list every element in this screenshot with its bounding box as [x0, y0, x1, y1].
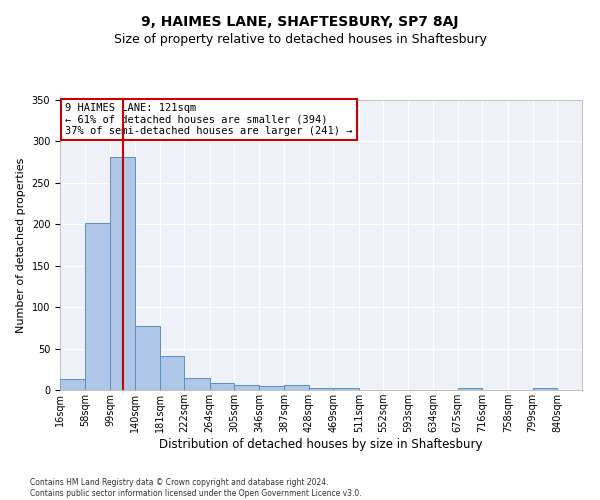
- X-axis label: Distribution of detached houses by size in Shaftesbury: Distribution of detached houses by size …: [159, 438, 483, 451]
- Text: 9 HAIMES LANE: 121sqm
← 61% of detached houses are smaller (394)
37% of semi-det: 9 HAIMES LANE: 121sqm ← 61% of detached …: [65, 103, 353, 136]
- Bar: [160, 356, 184, 390]
- Bar: [110, 157, 135, 390]
- Bar: [60, 379, 85, 390]
- Bar: [458, 388, 482, 390]
- Y-axis label: Number of detached properties: Number of detached properties: [16, 158, 26, 332]
- Bar: [235, 385, 259, 390]
- Bar: [334, 388, 359, 390]
- Bar: [533, 388, 557, 390]
- Bar: [259, 386, 284, 390]
- Bar: [135, 326, 160, 390]
- Bar: [209, 384, 235, 390]
- Text: Contains HM Land Registry data © Crown copyright and database right 2024.
Contai: Contains HM Land Registry data © Crown c…: [30, 478, 362, 498]
- Text: 9, HAIMES LANE, SHAFTESBURY, SP7 8AJ: 9, HAIMES LANE, SHAFTESBURY, SP7 8AJ: [141, 15, 459, 29]
- Bar: [308, 388, 334, 390]
- Text: Size of property relative to detached houses in Shaftesbury: Size of property relative to detached ho…: [113, 32, 487, 46]
- Bar: [284, 385, 308, 390]
- Bar: [85, 224, 110, 390]
- Bar: [184, 378, 209, 390]
